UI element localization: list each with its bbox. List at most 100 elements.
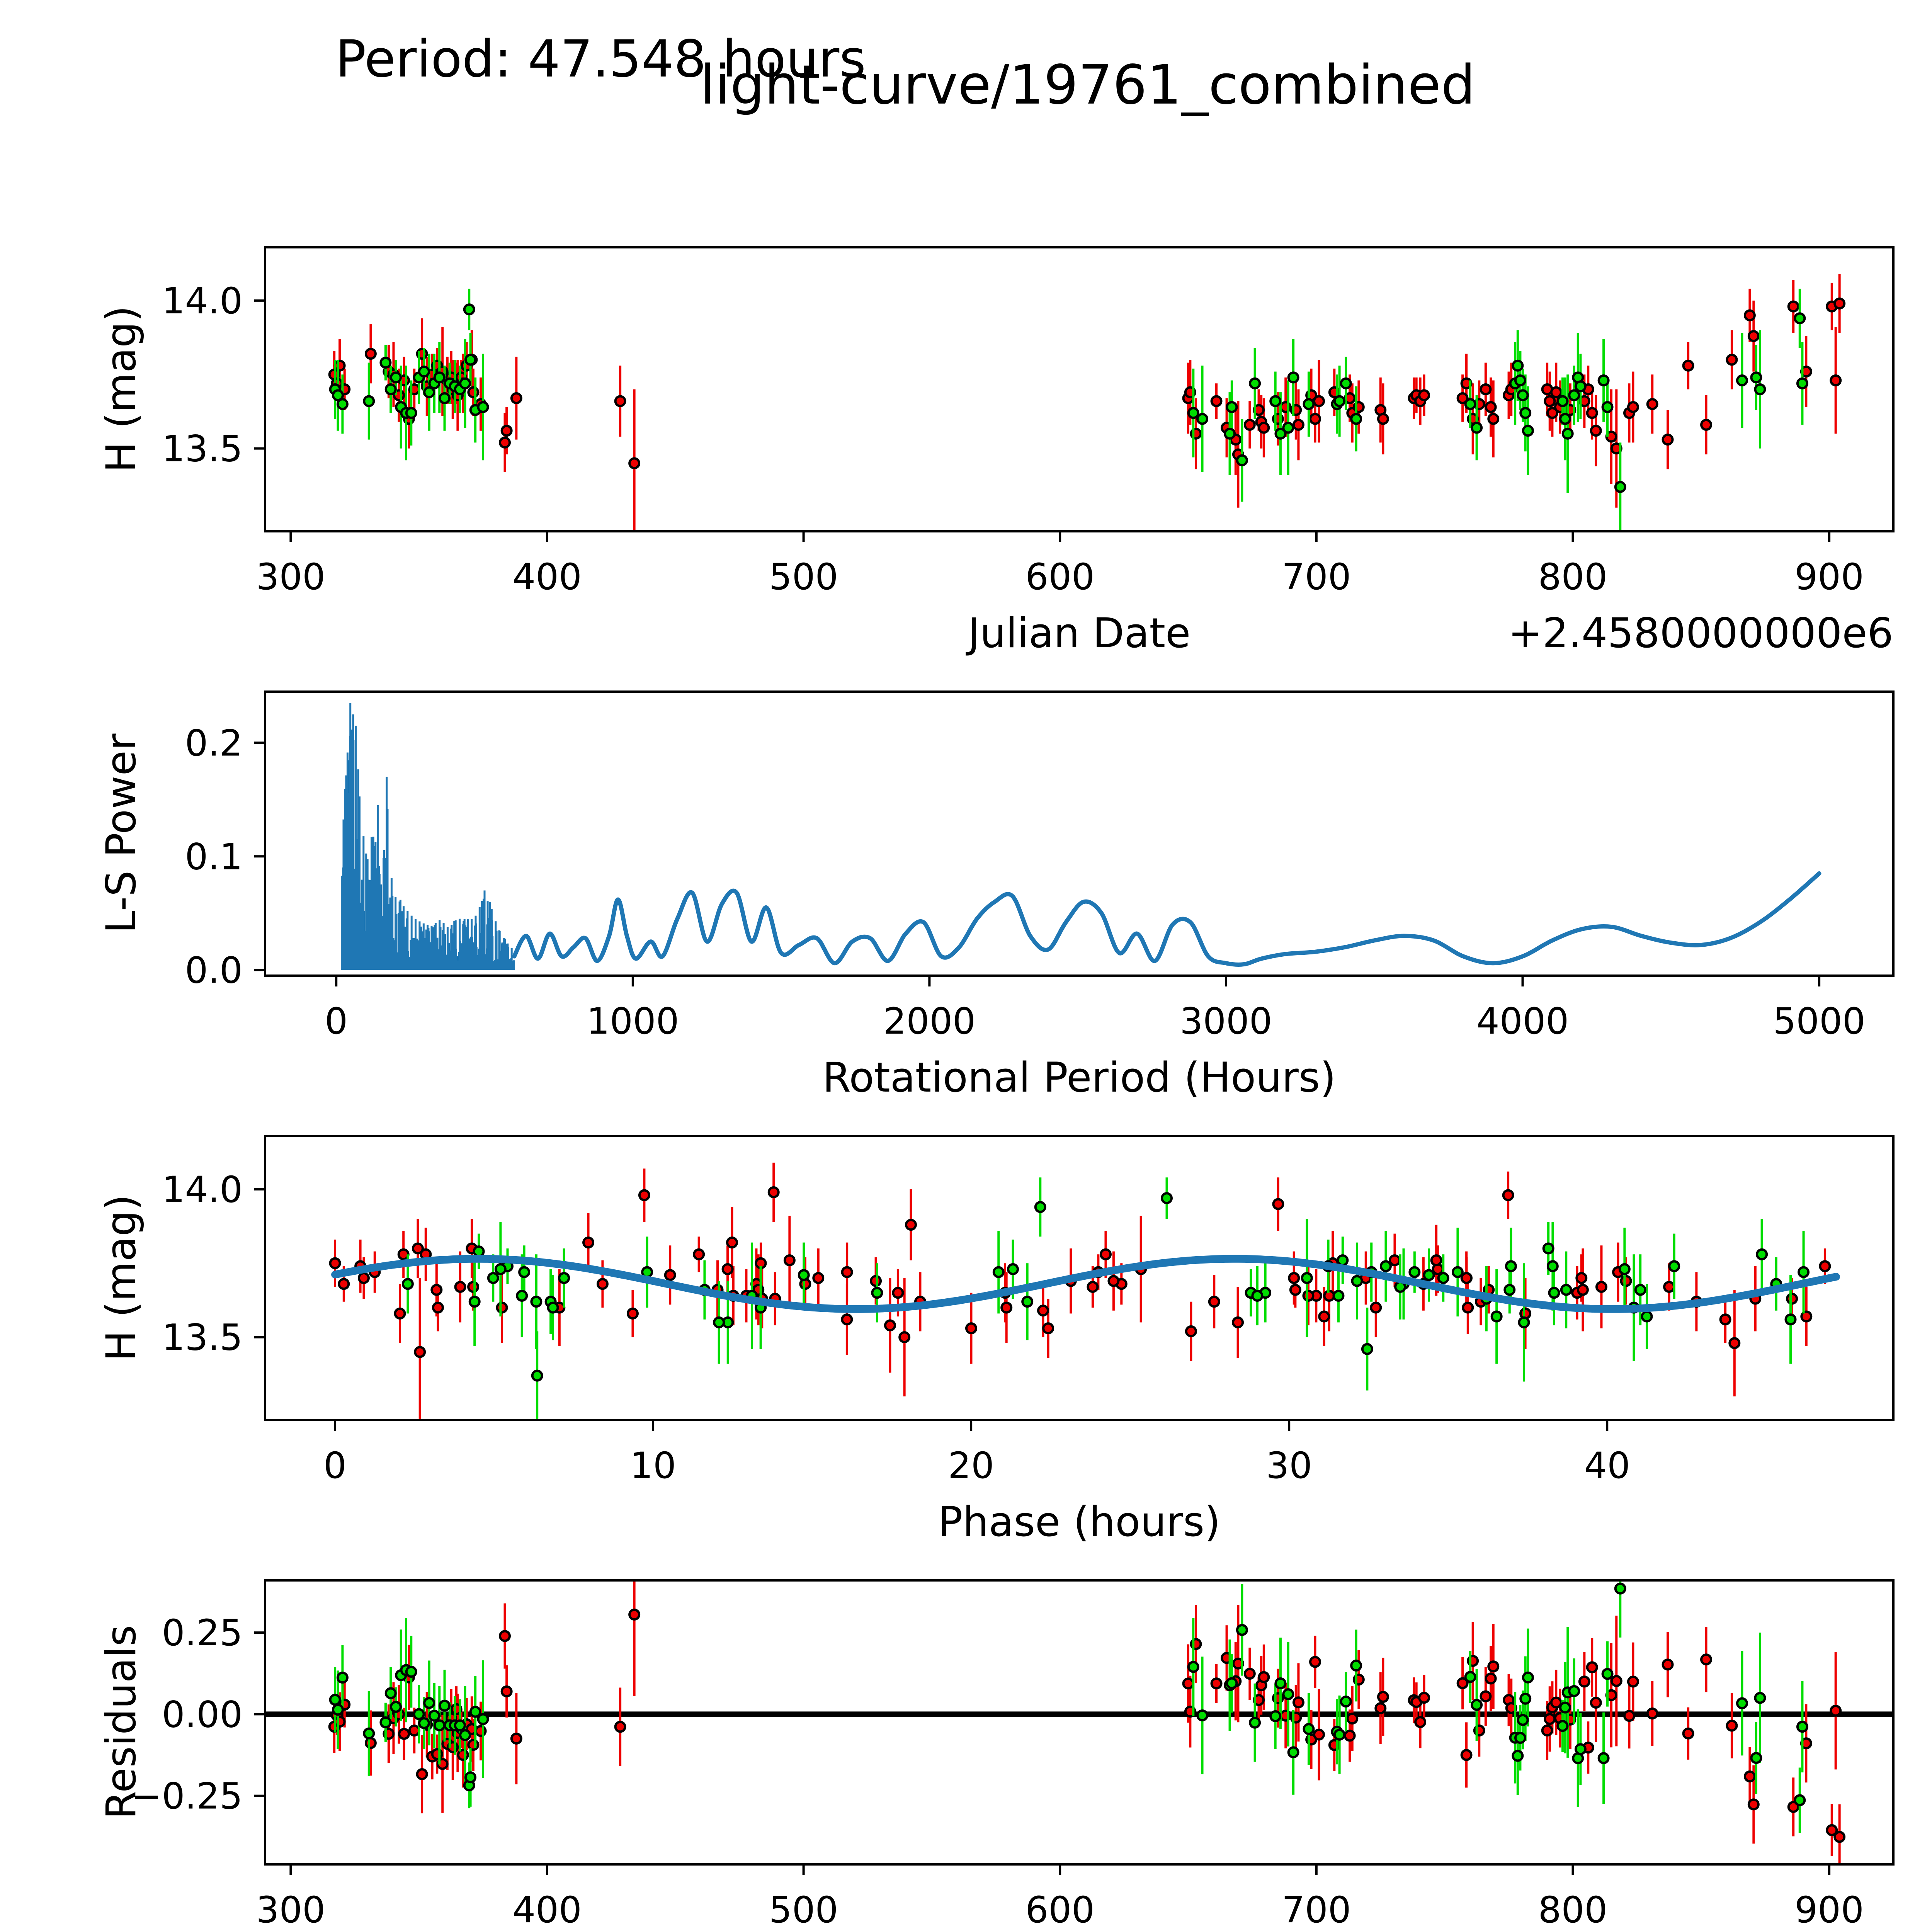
data-point [329,1694,341,1706]
data-point [1700,1653,1713,1666]
ylabel-phase: H (mag) [97,1194,145,1361]
data-point [626,1307,639,1320]
data-point [1662,1658,1674,1671]
data-point [363,395,375,407]
data-point [1282,422,1294,434]
data-point [439,1699,451,1712]
data-point [329,1257,341,1269]
data-point [884,1319,896,1332]
ylabel-periodogram: L-S Power [97,733,145,933]
data-point [1288,1272,1300,1284]
data-point [418,366,430,378]
data-point [1282,1688,1294,1701]
data-point [1575,1272,1588,1284]
data-point [1377,413,1389,425]
data-point [1187,407,1199,419]
red-errorbars [334,1162,1826,1420]
x-tick-label: 300 [256,1889,325,1931]
data-point [468,1296,481,1308]
data-point [596,1278,609,1290]
green-points [401,1192,1810,1382]
data-point [1196,413,1209,425]
data-point [1641,1310,1653,1323]
data-point [1512,1750,1524,1762]
subplot-phased-light-curve: 0 10 20 30 40 13.5 14.0 [162,1135,1895,1487]
data-point [1226,401,1238,413]
data-point [477,401,489,413]
data-point [558,1272,570,1284]
data-point [582,1236,595,1249]
y-tick-label: 14.0 [162,1169,243,1211]
red-points [328,1608,1846,1843]
data-point [1586,1661,1598,1673]
data-point [364,348,377,360]
data-point [1471,1699,1483,1711]
data-point [1682,1727,1694,1740]
data-point [1590,425,1602,437]
data-point [1597,374,1610,387]
data-point [1546,407,1558,419]
data-point [1460,1272,1473,1284]
model-fit-curve [331,1255,1840,1313]
data-point [1560,1284,1572,1296]
data-point [1559,1701,1571,1714]
data-point [357,1272,370,1284]
data-point [1512,359,1524,372]
data-point [338,1278,350,1290]
y-tick-label: 0.25 [162,1612,243,1654]
data-point [1423,1269,1435,1281]
data-point [1601,1668,1614,1680]
data-point [1251,1289,1264,1302]
data-point [1274,427,1287,440]
data-point [336,1672,349,1684]
data-point [1623,1710,1635,1722]
data-point [510,1732,522,1745]
data-point [1577,1284,1589,1296]
data-point [1287,1746,1299,1759]
data-point [457,1749,469,1761]
data-point [1574,380,1587,393]
data-point [1332,1289,1345,1302]
data-point [401,1278,414,1290]
data-point [638,1189,650,1201]
data-point [423,1697,435,1709]
data-point [1487,413,1500,425]
data-point [1346,1713,1359,1725]
y-tick-label: −0.25 [131,1776,243,1818]
x-tick-label: 600 [1026,556,1095,598]
data-point [428,1709,440,1722]
data-point [1243,1668,1256,1680]
data-point [496,1301,508,1314]
red-points [328,297,1846,469]
data-point [1736,374,1748,387]
data-point [1182,1677,1194,1690]
data-point [1272,1198,1284,1210]
data-point [767,1186,780,1198]
data-point [1736,1697,1748,1709]
periodogram-curve [512,871,1821,967]
data-point [389,1701,402,1713]
data-point [1042,1322,1054,1335]
data-point [1634,1284,1646,1296]
data-point [1544,395,1556,407]
data-point [1414,1716,1427,1728]
data-point [1728,1337,1741,1349]
data-point [1503,1284,1516,1296]
data-point [363,1727,375,1740]
data-point [364,1737,377,1749]
data-point [1303,1723,1315,1735]
data-point [1786,1293,1798,1305]
data-point [1796,377,1808,389]
data-point [726,1236,738,1249]
data-point [1208,1296,1220,1308]
data-point [1210,1677,1223,1690]
data-point [841,1266,853,1278]
data-point [905,1219,917,1231]
x-tick-label: 500 [769,1889,838,1931]
data-point [487,1272,499,1284]
data-point [1462,1301,1474,1314]
data-point [1743,1770,1756,1782]
data-point [1224,427,1236,440]
data-point [1107,1275,1120,1287]
